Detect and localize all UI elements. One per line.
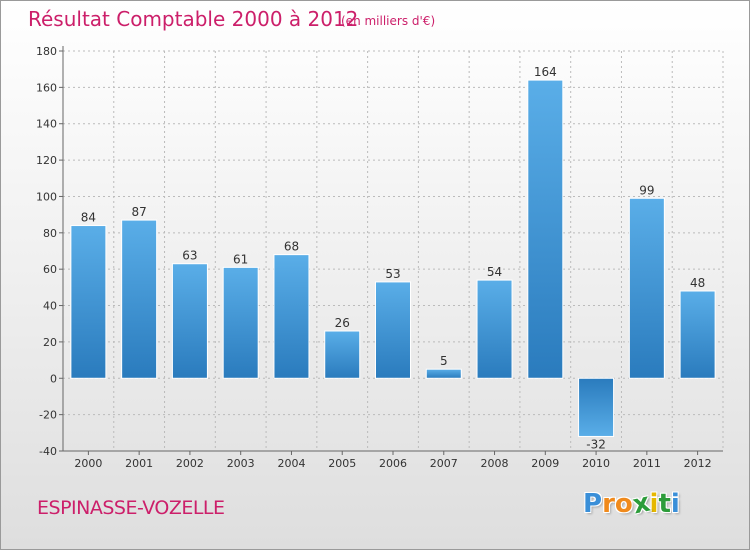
proxiti-logo: Proxiti (583, 488, 680, 521)
bar-2006 (375, 281, 411, 379)
value-labels: 84 87 63 61 68 26 53 5 54 164 -32 99 48 (81, 65, 706, 451)
x-tick-label: 2004 (277, 457, 305, 470)
bar-2011 (628, 197, 665, 379)
y-tick-label: 0 (50, 372, 57, 385)
logo-letter: P (583, 489, 603, 519)
bar-2002 (171, 263, 208, 379)
logo-letter: t (658, 489, 671, 519)
y-tick-label: 140 (36, 118, 57, 131)
grid-lines (62, 50, 724, 452)
x-tick-label: 2007 (430, 457, 458, 470)
y-tick-label: 120 (36, 154, 57, 167)
x-tick-label: 2009 (531, 457, 559, 470)
value-label: 61 (233, 252, 248, 266)
chart-title: Résultat Comptable 2000 à 2012 (28, 7, 359, 31)
y-tick-label: 180 (36, 45, 57, 58)
bar-2010 (578, 377, 615, 437)
y-tick-label: -40 (39, 445, 57, 458)
bar-2005 (324, 330, 361, 379)
value-label: 5 (440, 354, 448, 368)
value-label: 84 (81, 211, 96, 225)
logo-letter: i (670, 489, 680, 519)
x-tick-label: 2010 (582, 457, 610, 470)
logo-letter: i (649, 489, 659, 519)
x-tick-label: 2012 (684, 457, 712, 470)
x-tick-label: 2002 (176, 457, 204, 470)
bar-2012 (679, 290, 716, 379)
value-label: 48 (690, 276, 705, 290)
value-label: 54 (487, 265, 502, 279)
bars (70, 79, 716, 437)
bar-2004 (273, 254, 310, 379)
axes (59, 46, 723, 455)
x-tick-label: 2001 (125, 457, 153, 470)
y-tick-label: 100 (36, 190, 57, 203)
value-label: 63 (182, 249, 197, 263)
commune-name: ESPINASSE-VOZELLE (37, 497, 225, 519)
x-tick-label: 2000 (74, 457, 102, 470)
value-label: 53 (385, 267, 400, 281)
y-tick-label: 160 (36, 81, 57, 94)
y-tick-label: 40 (43, 300, 57, 313)
y-tick-label: 20 (43, 336, 57, 349)
bar-2001 (121, 219, 158, 379)
bar-2008 (476, 279, 513, 379)
x-tick-label: 2011 (633, 457, 661, 470)
y-tick-label: 60 (43, 263, 57, 276)
x-tick-label: 2006 (379, 457, 407, 470)
value-label: 68 (284, 240, 299, 254)
y-tick-label: 80 (43, 227, 57, 240)
x-tick-labels: 2000 2001 2002 2003 2004 2005 2006 2007 2008 2009… (74, 457, 711, 470)
chart-subtitle: (en milliers d'€) (341, 14, 436, 28)
value-label: 164 (534, 65, 557, 79)
x-tick-label: 2008 (481, 457, 509, 470)
bar-2007 (425, 368, 462, 379)
logo-letter: o (614, 489, 633, 519)
value-label: 99 (639, 183, 654, 197)
x-tick-label: 2005 (328, 457, 356, 470)
y-tick-label: -20 (39, 409, 57, 422)
logo-letter: r (602, 489, 615, 519)
bar-2003 (222, 266, 259, 379)
x-tick-label: 2003 (227, 457, 255, 470)
y-tick-labels: -40 -20 0 20 40 60 80 100 120 140 160 180 (36, 45, 57, 458)
value-label: -32 (586, 437, 606, 451)
bar-2000 (70, 225, 107, 379)
bar-2009 (527, 79, 564, 379)
value-label: 26 (335, 316, 350, 330)
value-label: 87 (132, 205, 147, 219)
